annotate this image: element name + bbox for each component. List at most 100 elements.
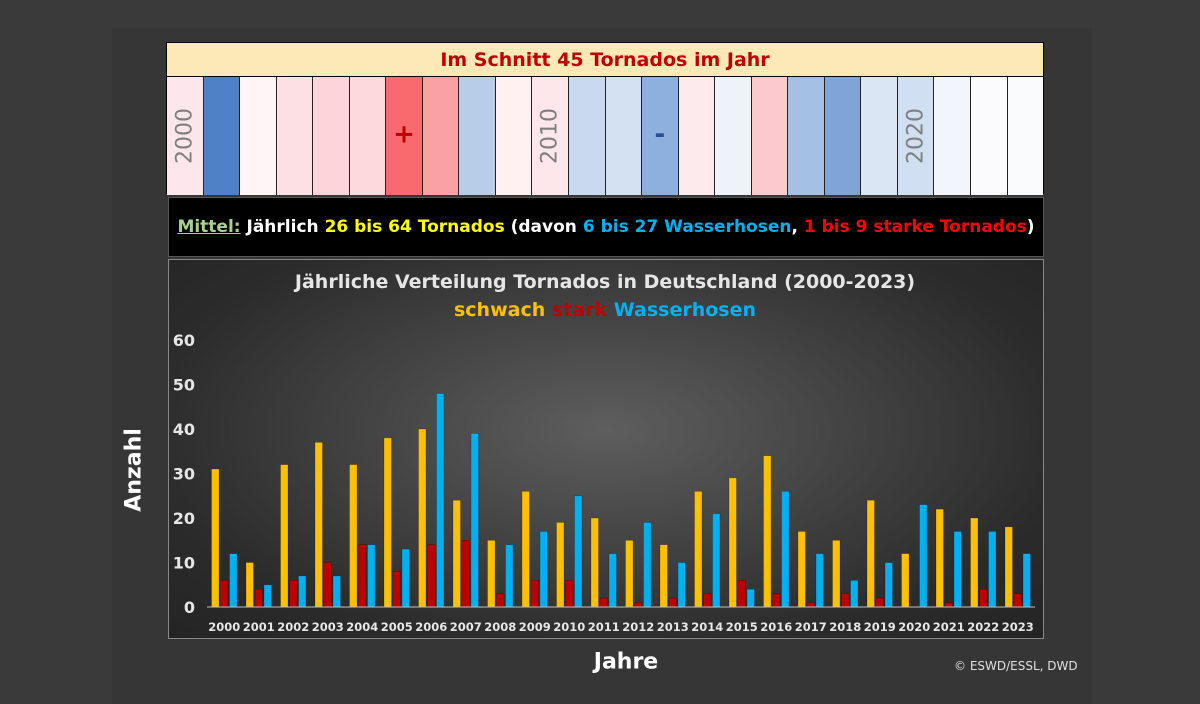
plus-sign: +	[393, 119, 415, 150]
stripe-4	[313, 77, 350, 195]
legend-schwach: schwach	[454, 299, 545, 321]
stripe-22	[971, 77, 1008, 195]
y-tick-label: 0	[184, 598, 195, 617]
mittel-label: Mittel:	[177, 217, 241, 237]
stripe-15	[715, 77, 752, 195]
x-tick-label: 2011	[588, 620, 620, 634]
x-tick-label: 2020	[898, 620, 930, 634]
bar-schwach	[521, 491, 530, 608]
bar-stark	[668, 597, 677, 608]
bar-schwach	[383, 437, 392, 608]
bar-stark	[461, 539, 470, 608]
bar-stark	[737, 579, 746, 608]
stripe-year-label: 2020	[903, 108, 929, 164]
bar-stark	[323, 562, 332, 608]
bar-stark	[806, 602, 815, 608]
bar-stark	[1013, 593, 1022, 608]
stripe-1	[203, 77, 241, 195]
x-tick-label: 2004	[346, 620, 378, 634]
bar-schwach	[349, 464, 358, 608]
mittel-text-2: (davon	[504, 217, 583, 237]
stripe-9	[495, 77, 533, 195]
bar-schwach	[866, 499, 875, 608]
bar-wasserhosen	[436, 393, 445, 608]
bar-stark	[634, 602, 643, 608]
mittel-range-strong: 1 bis 9 starke Tornados	[803, 217, 1027, 237]
x-tick-label: 2002	[277, 620, 309, 634]
x-tick-label: 2006	[415, 620, 447, 634]
x-tick-label: 2014	[691, 620, 723, 634]
bar-wasserhosen	[712, 513, 721, 608]
stripe-20: 2020	[897, 77, 935, 195]
bar-stark	[841, 593, 850, 608]
x-tick-label: 2022	[967, 620, 999, 634]
stripe-21	[934, 77, 972, 195]
bar-wasserhosen	[574, 495, 583, 608]
stripe-12	[605, 77, 643, 195]
bar-wasserhosen	[677, 562, 686, 608]
bars	[211, 393, 1031, 608]
stripe-year-label: 2010	[537, 108, 563, 164]
bar-schwach	[452, 499, 461, 608]
bar-schwach	[418, 428, 427, 608]
bar-wasserhosen	[953, 531, 962, 608]
x-tick-label: 2012	[622, 620, 654, 634]
y-tick-label: 20	[173, 509, 195, 528]
x-axis-ticks: 2000 2001 2002 2003 2004 2005 2006 2007 2008 2009…	[208, 620, 1034, 634]
bar-schwach	[314, 442, 323, 608]
x-tick-label: 2000	[208, 620, 240, 634]
bar-wasserhosen	[298, 575, 307, 608]
stripe-0: 2000	[167, 77, 204, 195]
stripe-5	[349, 77, 387, 195]
bar-wasserhosen	[367, 544, 376, 608]
stripe-8	[459, 77, 496, 195]
x-tick-label: 2018	[829, 620, 861, 634]
bar-wasserhosen	[781, 491, 790, 608]
mittel-text-3: ,	[791, 217, 804, 237]
bar-wasserhosen	[263, 584, 272, 608]
bar-schwach	[590, 517, 599, 608]
stripe-16	[751, 77, 789, 195]
bar-wasserhosen	[988, 531, 997, 608]
bar-schwach	[211, 468, 220, 608]
bar-stark	[392, 571, 401, 608]
x-tick-label: 2021	[933, 620, 965, 634]
x-tick-label: 2023	[1002, 620, 1034, 634]
stripes-title: Im Schnitt 45 Tornados im Jahr	[167, 43, 1043, 77]
stripe-14	[678, 77, 716, 195]
bar-schwach	[970, 517, 979, 608]
bar-schwach	[694, 491, 703, 608]
chart-title: Jährliche Verteilung Tornados in Deutsch…	[293, 271, 915, 293]
bar-schwach	[556, 522, 565, 608]
bar-stark	[496, 593, 505, 608]
bar-schwach	[797, 531, 806, 608]
y-tick-label: 30	[173, 465, 195, 484]
bar-stark	[944, 602, 953, 608]
bar-schwach	[659, 544, 668, 608]
stripe-18	[824, 77, 862, 195]
x-tick-label: 2008	[484, 620, 516, 634]
bar-stark	[599, 597, 608, 608]
bar-schwach	[1004, 526, 1013, 608]
stripe-10: 2010	[532, 77, 570, 195]
mittel-summary: Mittel: Jährlich 26 bis 64 Tornados (dav…	[168, 197, 1044, 257]
bar-stark	[427, 544, 436, 608]
x-tick-label: 2007	[450, 620, 482, 634]
x-tick-label: 2015	[726, 620, 758, 634]
bar-schwach	[763, 455, 772, 608]
y-tick-label: 40	[173, 420, 195, 439]
mittel-range-total: 26 bis 64 Tornados	[324, 217, 505, 237]
bar-stark	[358, 544, 367, 608]
stripe-13: -	[642, 77, 679, 195]
bar-wasserhosen	[884, 562, 893, 608]
x-tick-label: 2009	[519, 620, 551, 634]
chart-panel: Jährliche Verteilung Tornados in Deutsch…	[168, 259, 1044, 639]
x-tick-label: 2010	[553, 620, 585, 634]
bar-stark	[254, 588, 263, 608]
bar-stark	[979, 588, 988, 608]
bar-wasserhosen	[332, 575, 341, 608]
bar-schwach	[728, 477, 737, 608]
stripe-year-label: 2000	[172, 108, 198, 164]
legend-stark: stark	[552, 299, 608, 321]
